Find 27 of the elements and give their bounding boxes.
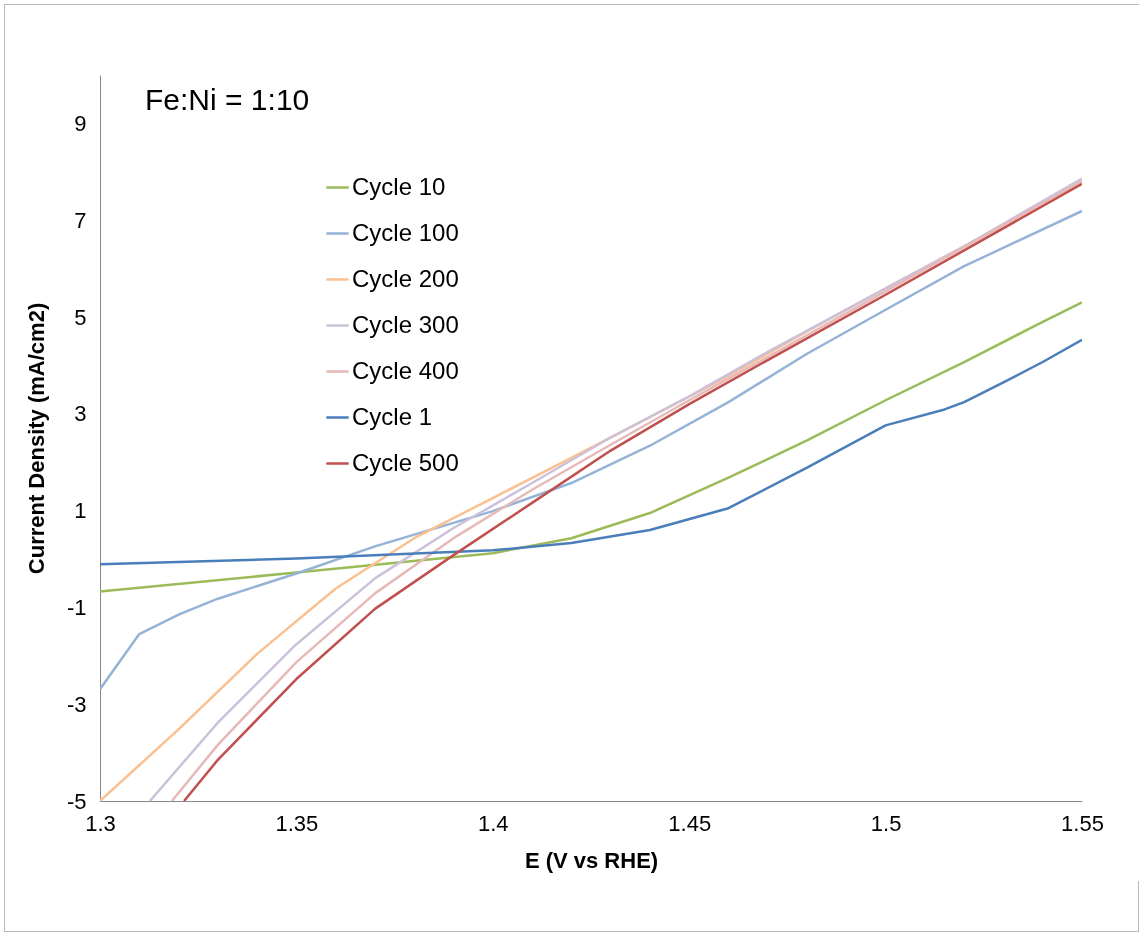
y-tick-label: 7: [74, 207, 87, 233]
y-tick-label: -3: [66, 691, 87, 717]
x-tick-label: 1.35: [275, 810, 319, 836]
x-tick-label: 1.4: [478, 810, 509, 836]
legend-label: Cycle 100: [352, 218, 459, 246]
x-tick-label: 1.3: [85, 810, 116, 836]
y-tick-label: -5: [66, 788, 87, 814]
legend-label: Cycle 300: [352, 310, 459, 338]
legend-label: Cycle 200: [352, 264, 459, 292]
y-axis-title: Current Density (mA/cm2): [23, 302, 49, 575]
legend-label: Cycle 500: [352, 448, 459, 476]
y-tick-label: 9: [74, 110, 87, 136]
x-tick-label: 1.55: [1061, 810, 1104, 836]
line-series: [100, 301, 1082, 593]
legend-label: Cycle 1: [352, 402, 433, 430]
line-series: [100, 209, 1082, 691]
y-tick-label: -1: [66, 594, 87, 620]
legend-label: Cycle 10: [352, 172, 446, 200]
x-tick-label: 1.5: [870, 810, 902, 836]
y-tick-label: 1: [74, 498, 87, 524]
y-tick-label: 5: [74, 304, 87, 330]
y-tick-label: 3: [74, 401, 87, 427]
x-tick-label: 1.45: [668, 810, 712, 836]
annotation: Fe:Ni = 1:10: [145, 83, 310, 116]
legend-label: Cycle 400: [352, 356, 459, 384]
line-series: [100, 338, 1082, 566]
x-axis-title: E (V vs RHE): [524, 847, 659, 873]
